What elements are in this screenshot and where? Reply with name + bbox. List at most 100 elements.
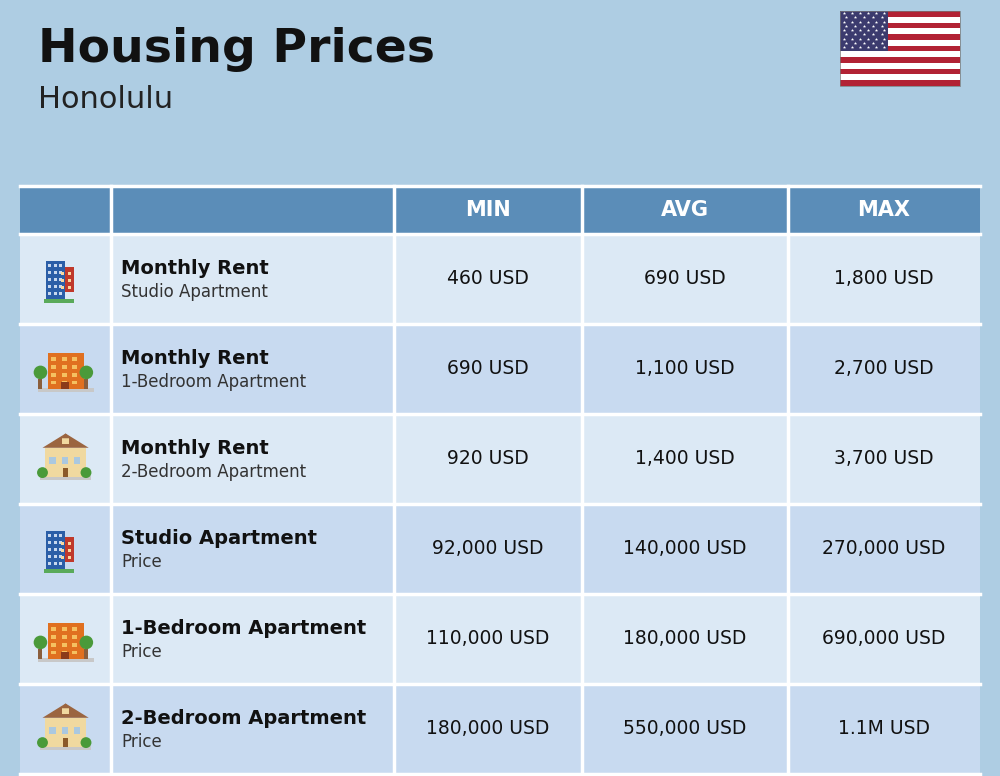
Bar: [48, 555, 51, 559]
Bar: [840, 11, 960, 17]
Bar: [54, 292, 57, 296]
Text: 550,000 USD: 550,000 USD: [623, 719, 746, 739]
Bar: [61, 383, 69, 389]
Bar: [840, 80, 960, 86]
Bar: [84, 649, 88, 659]
Bar: [51, 373, 56, 376]
Bar: [54, 271, 57, 274]
Bar: [59, 278, 62, 282]
Bar: [840, 40, 960, 46]
Text: 180,000 USD: 180,000 USD: [426, 719, 550, 739]
Text: Studio Apartment: Studio Apartment: [121, 283, 268, 301]
Text: 2-Bedroom Apartment: 2-Bedroom Apartment: [121, 463, 306, 481]
Text: 1.1M USD: 1.1M USD: [838, 719, 930, 739]
Bar: [54, 555, 57, 559]
Bar: [59, 264, 62, 267]
Bar: [38, 388, 94, 392]
Text: Price: Price: [121, 733, 162, 751]
Bar: [54, 562, 57, 566]
Text: 270,000 USD: 270,000 USD: [822, 539, 946, 559]
Bar: [54, 534, 57, 537]
Bar: [54, 278, 57, 282]
Bar: [38, 649, 42, 659]
Bar: [840, 34, 960, 40]
Bar: [54, 541, 57, 544]
Bar: [20, 594, 980, 684]
Circle shape: [81, 467, 91, 478]
Circle shape: [37, 467, 48, 478]
Bar: [68, 556, 71, 559]
Bar: [840, 11, 960, 86]
Bar: [45, 448, 86, 476]
Bar: [59, 541, 62, 544]
Bar: [48, 264, 51, 267]
Text: 180,000 USD: 180,000 USD: [623, 629, 746, 649]
Bar: [72, 643, 77, 646]
Text: Studio Apartment: Studio Apartment: [121, 528, 317, 548]
Text: 2-Bedroom Apartment: 2-Bedroom Apartment: [121, 708, 366, 728]
Bar: [72, 365, 77, 369]
Bar: [62, 627, 67, 631]
Polygon shape: [61, 434, 70, 438]
Bar: [61, 272, 64, 275]
Text: Housing Prices: Housing Prices: [38, 27, 435, 72]
Bar: [68, 542, 71, 546]
Bar: [20, 186, 980, 234]
Bar: [68, 549, 71, 553]
Bar: [840, 51, 960, 57]
Text: MAX: MAX: [858, 200, 910, 220]
Circle shape: [81, 737, 91, 748]
Bar: [40, 746, 91, 750]
Bar: [74, 727, 80, 733]
Bar: [49, 457, 56, 464]
Bar: [51, 365, 56, 369]
Bar: [20, 234, 980, 324]
Bar: [59, 548, 62, 551]
Bar: [72, 651, 77, 654]
Text: 1-Bedroom Apartment: 1-Bedroom Apartment: [121, 618, 366, 638]
Bar: [61, 549, 64, 553]
Bar: [840, 23, 960, 28]
Bar: [38, 379, 42, 389]
Bar: [44, 299, 74, 303]
Bar: [54, 285, 57, 289]
Bar: [48, 292, 51, 296]
Bar: [49, 727, 56, 733]
Bar: [51, 643, 56, 646]
Bar: [46, 261, 65, 300]
Bar: [61, 279, 64, 282]
Circle shape: [80, 636, 93, 650]
Text: 1,400 USD: 1,400 USD: [635, 449, 735, 469]
Bar: [61, 542, 64, 546]
Bar: [59, 555, 62, 559]
Text: 140,000 USD: 140,000 USD: [623, 539, 747, 559]
Text: AVG: AVG: [661, 200, 709, 220]
Bar: [48, 285, 51, 289]
Bar: [63, 468, 68, 476]
Bar: [62, 438, 69, 445]
Bar: [62, 357, 67, 361]
Text: 1,800 USD: 1,800 USD: [834, 269, 934, 289]
Bar: [20, 414, 980, 504]
Bar: [840, 46, 960, 51]
Text: Price: Price: [121, 553, 162, 571]
Bar: [48, 353, 84, 389]
Bar: [72, 373, 77, 376]
Bar: [48, 562, 51, 566]
Text: 690 USD: 690 USD: [447, 359, 529, 379]
Text: Price: Price: [121, 643, 162, 661]
Bar: [84, 379, 88, 389]
Bar: [46, 531, 65, 570]
Text: 92,000 USD: 92,000 USD: [432, 539, 544, 559]
Text: 1,100 USD: 1,100 USD: [635, 359, 735, 379]
Bar: [74, 457, 80, 464]
Bar: [48, 548, 51, 551]
Bar: [61, 556, 64, 559]
Bar: [51, 627, 56, 631]
Circle shape: [80, 365, 93, 379]
Bar: [62, 457, 68, 464]
Bar: [48, 541, 51, 544]
Polygon shape: [42, 434, 89, 448]
Bar: [59, 562, 62, 566]
Bar: [840, 63, 960, 69]
